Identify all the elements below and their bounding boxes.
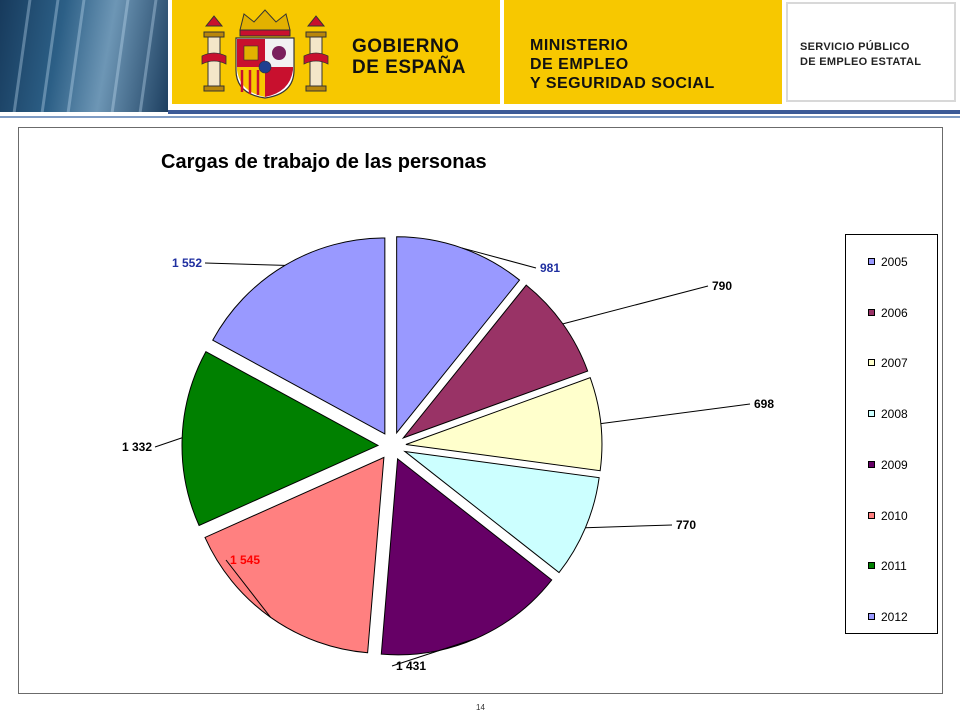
header-photo — [0, 0, 168, 112]
leader-line-2008 — [585, 524, 673, 529]
data-label-2010: 1 545 — [230, 553, 260, 567]
legend-swatch-2005 — [868, 258, 875, 265]
legend-label-2012: 2012 — [881, 609, 908, 624]
legend-label-2010: 2010 — [881, 508, 908, 523]
pie-slice-2007 — [405, 377, 603, 472]
ministerio-wordmark: MINISTERIO DE EMPLEO Y SEGURIDAD SOCIAL — [530, 37, 715, 92]
legend-label-2006: 2006 — [881, 305, 908, 320]
legend-label-2011: 2011 — [881, 559, 907, 574]
legend-swatch-2010 — [868, 511, 875, 519]
legend-label-2005: 2005 — [881, 255, 908, 269]
legend-label-2008: 2008 — [881, 407, 908, 422]
chart-title: Cargas de trabajo de las personas — [161, 151, 487, 173]
leader-line-2009 — [391, 638, 477, 667]
legend-swatch-2009 — [868, 460, 875, 468]
legend-swatch-2011 — [868, 562, 875, 570]
sepe-wordmark: SERVICIO PÚBLICO DE EMPLEO ESTATAL — [800, 41, 922, 68]
leader-line-2010 — [225, 559, 271, 618]
legend-swatch-2012 — [868, 612, 875, 620]
gobierno-panel — [172, 0, 500, 104]
legend-swatch-2006 — [868, 308, 875, 316]
chart-legend: 2005 2006 2007 2008 2009 2010 2011 2012 — [845, 234, 938, 634]
data-label-2008: 770 — [676, 518, 696, 532]
leader-line-2006 — [562, 285, 709, 325]
leader-line-2007 — [600, 403, 751, 425]
legend-label-2007: 2007 — [881, 356, 908, 371]
sepe-panel — [786, 2, 956, 102]
leader-line-2012 — [204, 262, 285, 266]
coat-of-arms-icon — [201, 9, 329, 99]
data-label-2009: 1 431 — [396, 659, 426, 673]
pie-slice-2006 — [401, 284, 589, 439]
data-label-2007: 698 — [754, 397, 774, 411]
data-label-2005: 981 — [540, 261, 560, 275]
legend-label-2009: 2009 — [881, 457, 908, 472]
legend-swatch-2007 — [868, 359, 875, 367]
pie-slice-2012 — [212, 237, 386, 435]
pie-slice-2008 — [403, 450, 600, 574]
page-number: 14 — [476, 703, 485, 712]
pie-slice-2011 — [181, 350, 380, 527]
ministerio-panel — [504, 0, 782, 104]
gobierno-wordmark: GOBIERNO DE ESPAÑA — [352, 36, 466, 78]
header-banner: GOBIERNO DE ESPAÑA MINISTERIO DE EMPLEO … — [0, 0, 960, 114]
leader-line-2005 — [461, 247, 537, 269]
legend-swatch-2008 — [868, 410, 875, 418]
header-divider — [168, 110, 960, 114]
header-underline — [0, 116, 960, 118]
data-label-2011: 1 332 — [122, 440, 152, 454]
leader-line-2011 — [154, 437, 183, 448]
data-label-2012: 1 552 — [172, 256, 202, 270]
data-label-2006: 790 — [712, 279, 732, 293]
